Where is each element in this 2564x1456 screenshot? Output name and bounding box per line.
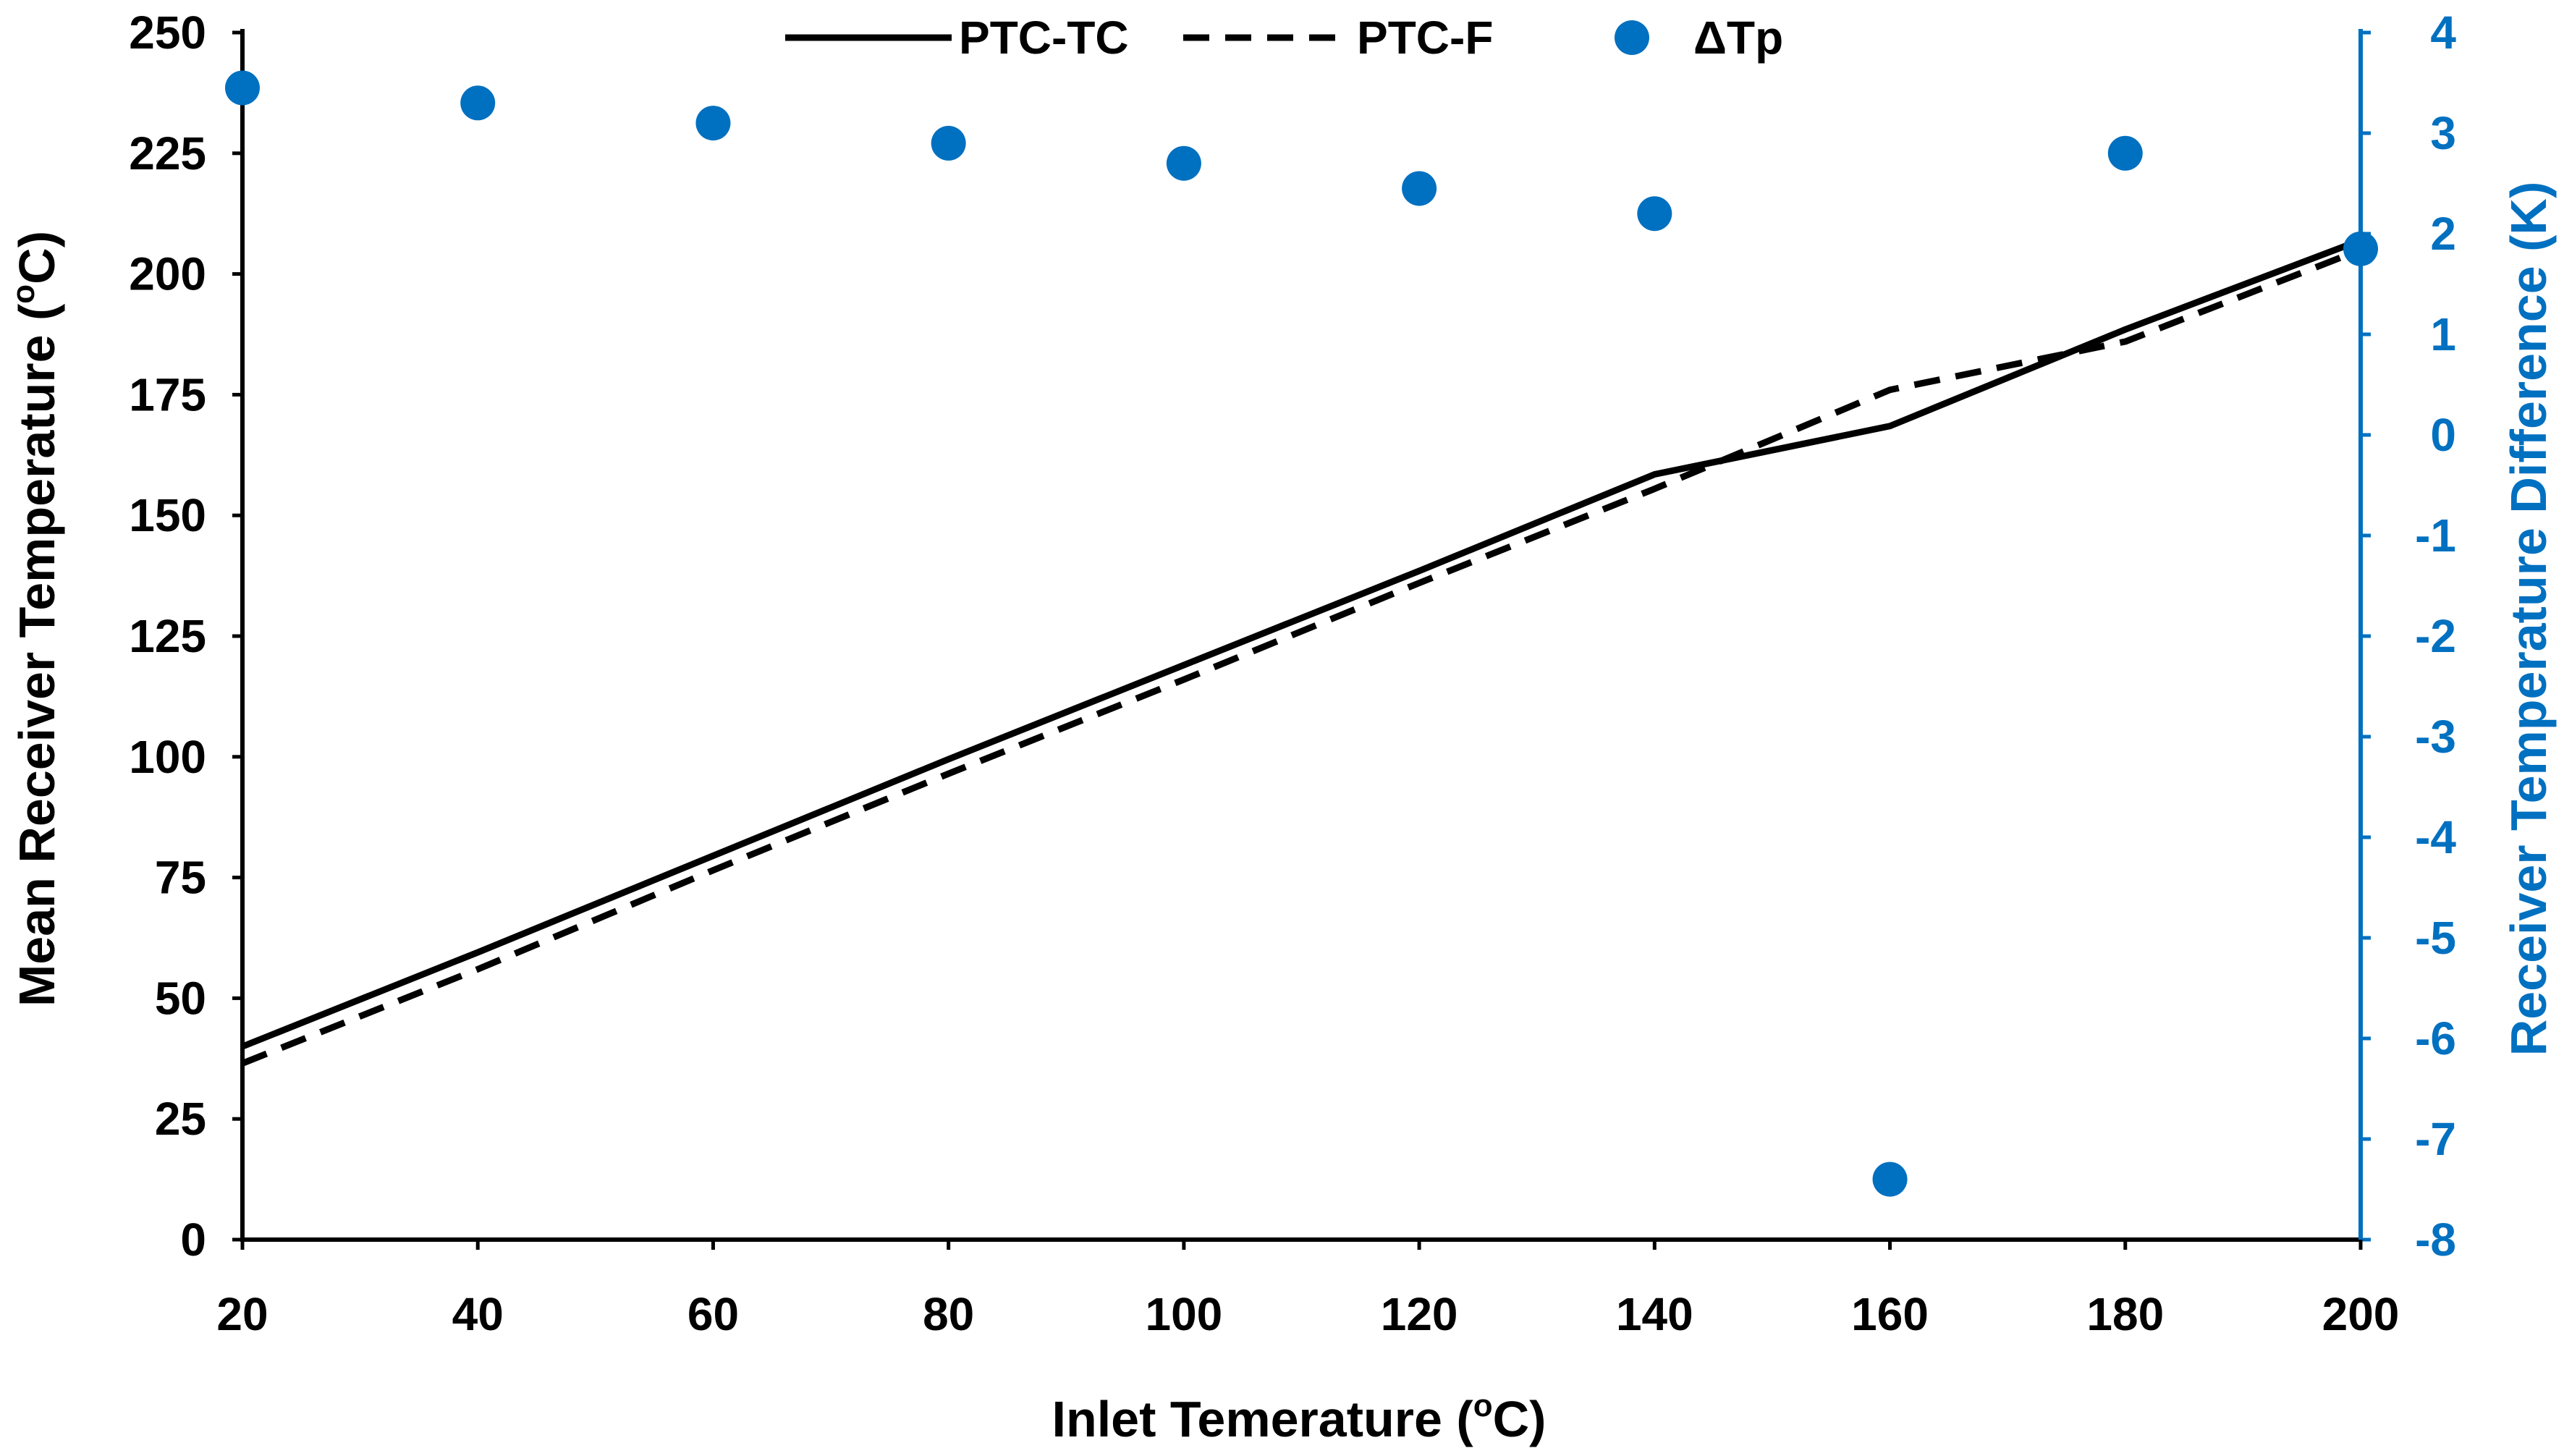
y-tick-label: 200 (129, 248, 206, 300)
y-tick-label: 250 (129, 7, 206, 59)
y2-tick-label: 0 (2430, 409, 2456, 461)
legend-label-delta-tp: ΔTp (1693, 12, 1783, 64)
y-axis-title: Mean Receiver Temperature (oC) (6, 231, 65, 1007)
legend-swatch-delta-tp (1615, 20, 1649, 55)
y2-tick-label: -5 (2415, 912, 2456, 964)
x-axis-title-superscript: o (1473, 1388, 1493, 1423)
y2-tick-label: -7 (2415, 1113, 2456, 1165)
series-delta-tp-point (225, 70, 260, 106)
x-tick-label: 20 (216, 1288, 268, 1340)
y2-tick-label: -3 (2415, 711, 2456, 763)
y-tick-label: 150 (129, 489, 206, 541)
y-tick-label: 125 (129, 610, 206, 662)
legend: PTC-TC PTC-F ΔTp (785, 12, 1783, 64)
x-axis-title-tail: C) (1493, 1391, 1547, 1447)
series-ptc-f-line (241, 247, 2362, 1067)
series-delta-tp-point (931, 125, 966, 161)
y-axis-title-superscript: o (6, 284, 41, 304)
series-delta-tp-point (2107, 135, 2143, 171)
series-delta-tp-point (695, 106, 731, 141)
x-axis-title: Inlet Temerature (oC) (1052, 1388, 1547, 1447)
y2-axis-title: Receiver Temperature Difference (K) (2500, 182, 2557, 1057)
series-delta-tp-point (2343, 231, 2378, 266)
x-tick-label: 40 (452, 1288, 504, 1340)
series-layer (225, 70, 2378, 1197)
series-delta-tp-point (1166, 145, 1201, 181)
y-tick-label: 225 (129, 127, 206, 179)
y-axis-title-tail: C) (9, 231, 65, 284)
y-tick-label: 100 (129, 731, 206, 783)
y-tick-label: 75 (155, 852, 206, 904)
y2-tick-label: 3 (2430, 107, 2456, 159)
series-ptc-tc-line (241, 237, 2362, 1050)
x-tick-label: 180 (2086, 1288, 2164, 1340)
x-tick-label: 60 (687, 1288, 739, 1340)
legend-label-ptc-tc: PTC-TC (959, 12, 1129, 64)
x-tick-label: 80 (923, 1288, 974, 1340)
y2-tick-label: 4 (2430, 7, 2456, 59)
x-tick-label: 160 (1851, 1288, 1929, 1340)
y2-tick-label: -2 (2415, 610, 2456, 662)
y-tick-label: 25 (155, 1093, 206, 1145)
x-tick-label: 200 (2322, 1288, 2400, 1340)
x-tick-label: 100 (1145, 1288, 1222, 1340)
y2-tick-label: -1 (2415, 509, 2456, 562)
axes: 0255075100125150175200225250-8-7-6-5-4-3… (129, 7, 2456, 1340)
x-axis-title-main: Inlet Temerature ( (1052, 1391, 1474, 1447)
series-delta-tp-point (460, 85, 496, 121)
y2-tick-label: -8 (2415, 1214, 2456, 1266)
y-tick-label: 50 (155, 972, 206, 1024)
y2-tick-label: -6 (2415, 1012, 2456, 1065)
y2-tick-label: 1 (2430, 308, 2456, 360)
series-delta-tp-point (1637, 196, 1672, 232)
y2-tick-label: 2 (2430, 208, 2456, 260)
x-tick-label: 120 (1381, 1288, 1458, 1340)
y-tick-label: 0 (180, 1214, 206, 1266)
series-delta-tp-point (1402, 171, 1437, 206)
y-axis-title-main: Mean Receiver Temperature ( (9, 303, 65, 1007)
y2-tick-label: -4 (2415, 811, 2456, 863)
series-delta-tp-point (1872, 1161, 1908, 1197)
axis-titles: Inlet Temerature (oC) Mean Receiver Temp… (6, 182, 2557, 1447)
y-tick-label: 175 (129, 368, 206, 420)
x-tick-label: 140 (1616, 1288, 1693, 1340)
legend-label-ptc-f: PTC-F (1357, 12, 1493, 64)
